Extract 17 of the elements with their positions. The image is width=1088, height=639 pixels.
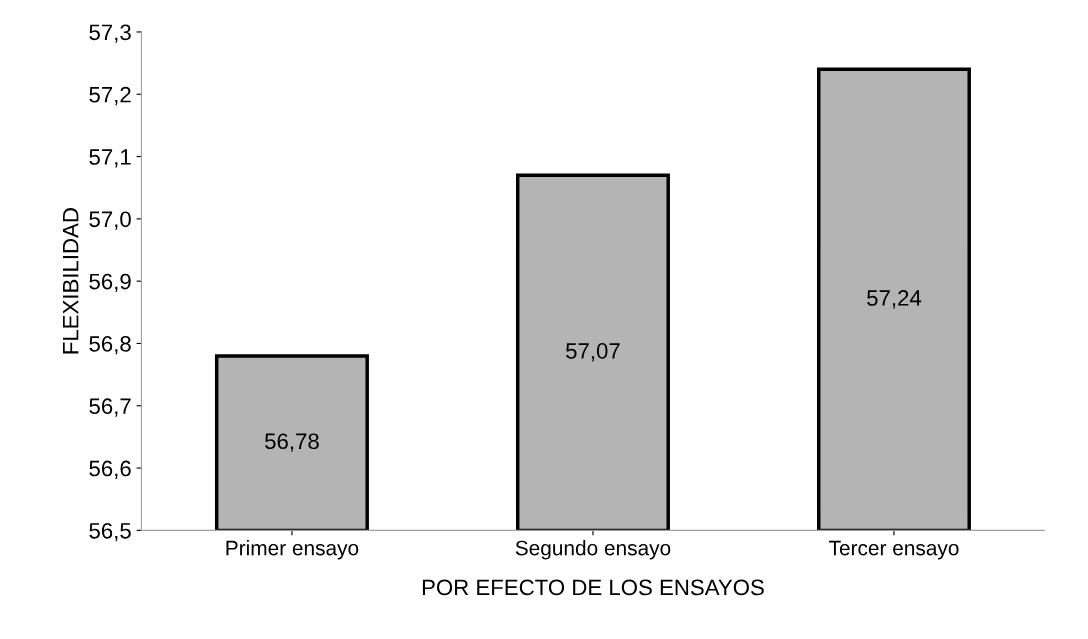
y-tick-label: 56,5: [89, 522, 131, 542]
y-tick-label: 57,2: [89, 86, 131, 106]
y-tick-label: 57,1: [89, 149, 131, 168]
x-tick-label: Tercer ensayo: [829, 540, 959, 560]
x-tick-label: Segundo ensayo: [515, 540, 671, 560]
y-tick-label: 56,8: [89, 336, 131, 355]
y-tick-label: 56,9: [89, 273, 131, 293]
x-axis-title: POR EFECTO DE LOS ENSAYOS: [422, 579, 764, 596]
y-tick-label: 57,0: [89, 211, 131, 230]
y-tick-label: 57,3: [89, 24, 131, 43]
data-label: 56,78: [265, 433, 319, 452]
y-axis-title: FLEXIBILIDAD: [63, 208, 79, 354]
y-tick-label: 56,7: [89, 398, 131, 417]
data-label: 57,24: [867, 290, 922, 309]
y-tick-label: 56,6: [89, 460, 131, 479]
x-tick-label: Primer ensayo: [226, 540, 359, 560]
data-label: 57,07: [566, 343, 620, 362]
